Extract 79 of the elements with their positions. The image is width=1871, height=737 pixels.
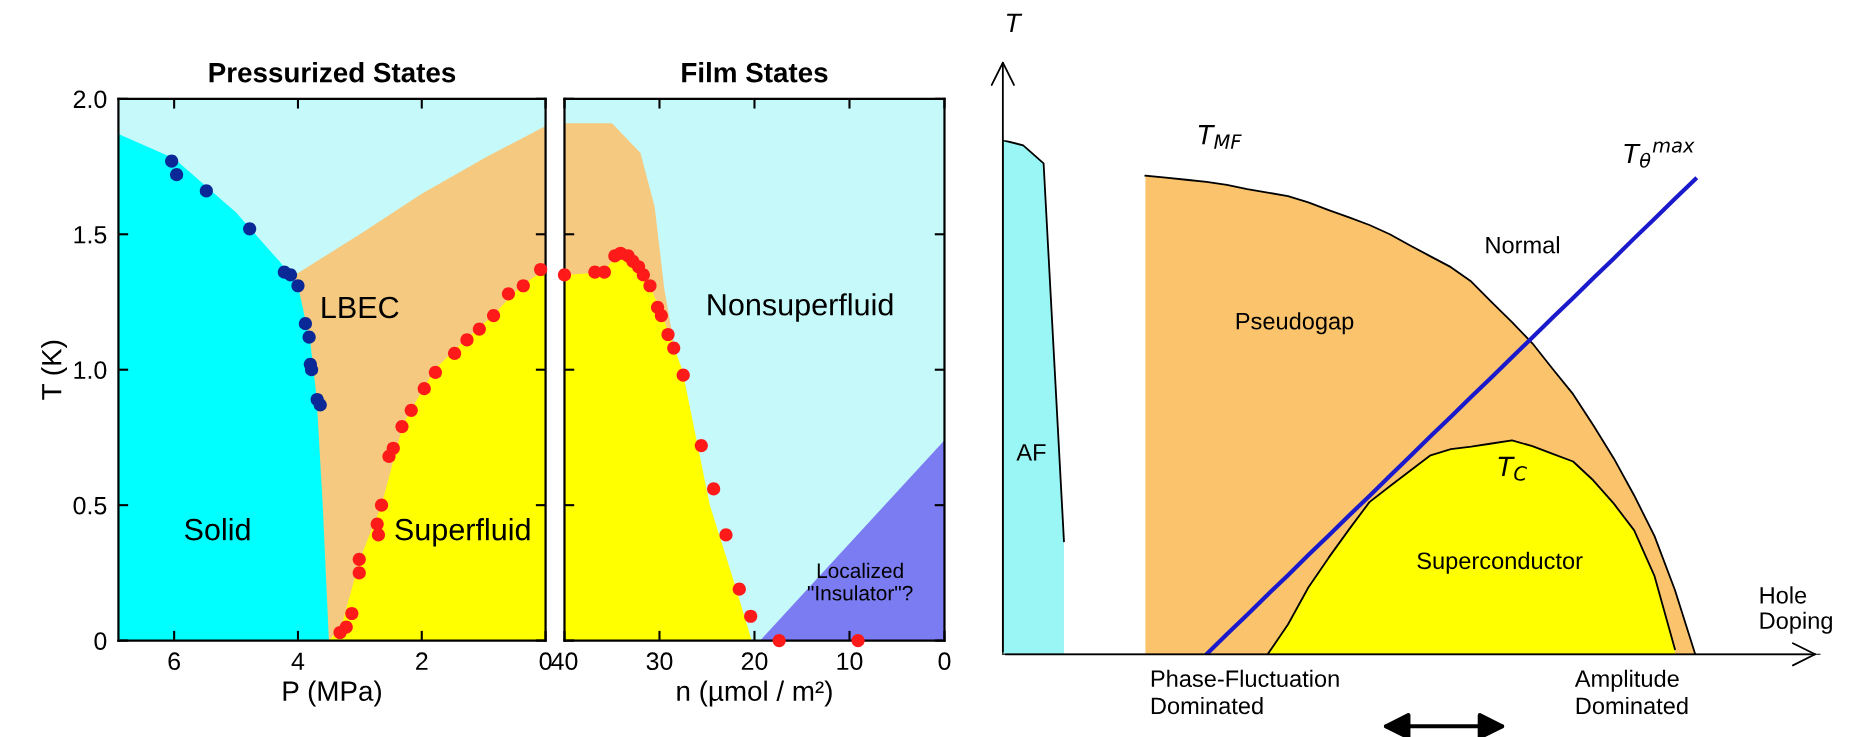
chart-title: Pressurized States bbox=[209, 62, 456, 83]
point bbox=[417, 382, 431, 396]
point bbox=[243, 222, 257, 236]
series-label: T$_{C}$ bbox=[1498, 456, 1527, 481]
x-tick-label: 20 bbox=[741, 652, 768, 671]
point bbox=[352, 552, 366, 566]
point bbox=[744, 609, 758, 623]
annotation: Solid bbox=[184, 518, 250, 541]
series-label: T$_{MF}$ bbox=[1198, 125, 1242, 149]
point bbox=[719, 528, 733, 542]
point bbox=[304, 363, 319, 377]
annotation: AF bbox=[1016, 444, 1046, 461]
annotation: Nonsuperfluid bbox=[708, 293, 893, 322]
point bbox=[313, 398, 327, 412]
x-tick-label: 0 bbox=[938, 652, 951, 671]
point bbox=[428, 365, 442, 380]
x-tick-label: 2 bbox=[416, 652, 428, 670]
text: Phase-Fluctuation Dominated bbox=[1151, 669, 1339, 715]
point bbox=[291, 279, 305, 293]
point bbox=[501, 287, 516, 301]
x-axis-title: Hole Doping bbox=[1760, 586, 1832, 634]
annotation: Pseudogap bbox=[1236, 312, 1354, 335]
point bbox=[772, 634, 786, 648]
y-tick-label: 0.5 bbox=[73, 496, 107, 515]
annotation: Superfluid bbox=[395, 518, 530, 547]
annotation: Normal bbox=[1486, 236, 1559, 254]
point bbox=[386, 441, 400, 455]
point bbox=[395, 420, 409, 434]
point bbox=[352, 566, 366, 580]
point bbox=[404, 403, 418, 417]
x-axis-title: P (MPa) bbox=[283, 680, 381, 707]
point bbox=[460, 333, 474, 347]
point bbox=[371, 528, 386, 542]
y-axis-title: T (K) bbox=[41, 340, 67, 400]
annotation: Superconductor bbox=[1417, 551, 1583, 574]
point bbox=[676, 368, 690, 382]
point bbox=[557, 268, 572, 282]
point bbox=[472, 322, 486, 336]
point bbox=[654, 308, 668, 323]
point bbox=[199, 184, 213, 198]
chart-title: Film States bbox=[682, 62, 828, 83]
x-tick-label: 40 bbox=[551, 652, 578, 671]
y-axis-title: T bbox=[1006, 13, 1023, 32]
point bbox=[534, 262, 548, 277]
x-axis-title: n (µmol / m²) bbox=[677, 680, 832, 707]
point bbox=[643, 279, 657, 293]
point bbox=[165, 154, 179, 168]
x-tick-label: 6 bbox=[168, 652, 180, 671]
point bbox=[636, 268, 650, 282]
point bbox=[302, 330, 316, 344]
x-tick-label: 30 bbox=[646, 652, 673, 671]
point bbox=[597, 265, 611, 279]
x-tick-label: 10 bbox=[837, 652, 863, 671]
y-tick-label: 0 bbox=[94, 632, 107, 650]
point bbox=[339, 620, 353, 634]
point bbox=[370, 517, 384, 531]
annotation: Localized "Insulator"? bbox=[807, 562, 913, 601]
point bbox=[170, 168, 184, 182]
y-tick-label: 2.0 bbox=[73, 90, 107, 109]
point bbox=[283, 268, 298, 282]
point bbox=[667, 341, 681, 355]
point bbox=[707, 482, 721, 496]
y-tick-label: 1.0 bbox=[74, 361, 107, 380]
point bbox=[851, 634, 865, 648]
point bbox=[661, 327, 675, 342]
x-tick-label: 0 bbox=[539, 652, 552, 671]
x-tick-label: 4 bbox=[291, 652, 305, 670]
point bbox=[487, 308, 501, 323]
point bbox=[374, 498, 389, 512]
annotation: LBEC bbox=[322, 296, 399, 319]
y-tick-label: 1.5 bbox=[74, 226, 107, 244]
series-label: T$_{θ}$$^{max}$ bbox=[1624, 141, 1695, 168]
point bbox=[447, 346, 462, 361]
point bbox=[732, 582, 746, 596]
text: Amplitude Dominated bbox=[1574, 669, 1688, 715]
point bbox=[694, 438, 708, 453]
point bbox=[516, 279, 530, 293]
point bbox=[345, 606, 359, 621]
point bbox=[298, 317, 312, 331]
